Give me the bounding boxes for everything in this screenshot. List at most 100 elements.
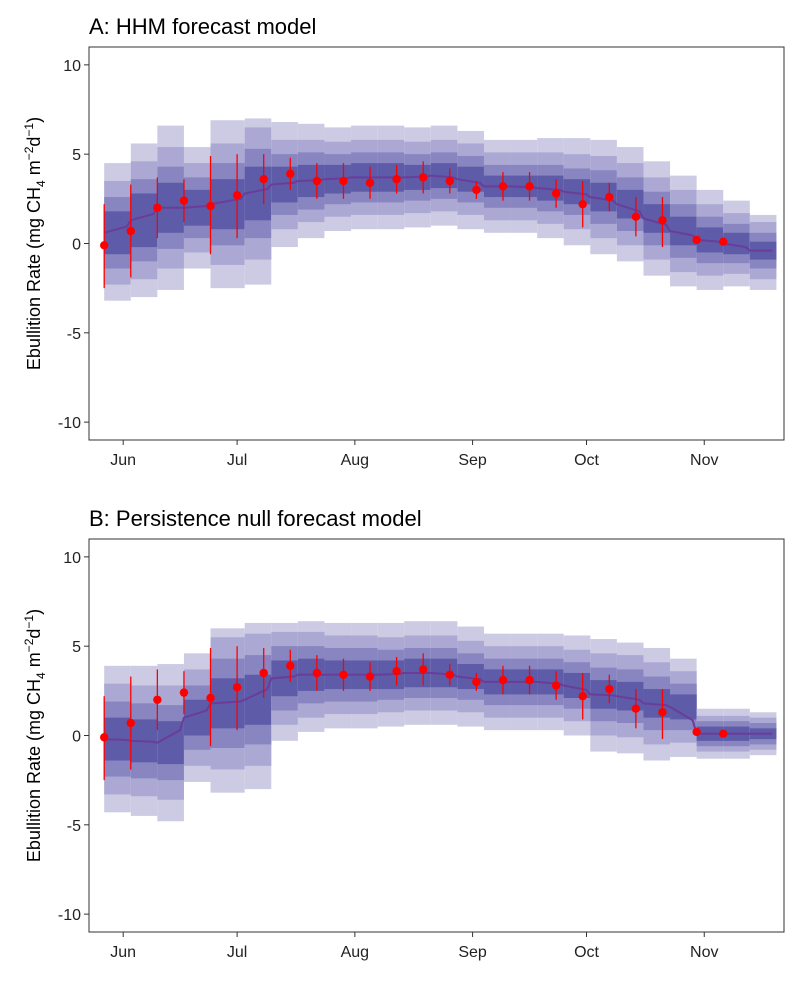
y-axis-title-part: 4 xyxy=(34,180,48,187)
observed-point xyxy=(339,176,348,186)
y-axis-title-part: d xyxy=(24,629,44,639)
observed-point xyxy=(179,688,189,697)
x-tick-label: Nov xyxy=(690,944,718,961)
observed-point xyxy=(498,182,508,191)
y-axis-title-part: d xyxy=(24,137,44,147)
y-tick-label: -10 xyxy=(58,415,81,432)
y-tick-label: 5 xyxy=(72,147,81,164)
forecast-interval-band xyxy=(616,189,644,219)
observed-point xyxy=(472,677,481,687)
y-axis-title-part: m xyxy=(24,652,44,672)
forecast-band-group xyxy=(749,214,777,290)
x-tick-label: Jun xyxy=(110,944,136,961)
observed-point xyxy=(126,226,135,236)
y-tick-label: 0 xyxy=(72,729,81,746)
observed-point xyxy=(286,169,295,179)
panel-a-title: A: HHM forecast model xyxy=(89,14,316,39)
observed-point xyxy=(392,174,401,184)
observed-point xyxy=(631,704,641,713)
forecast-band-group xyxy=(616,147,644,262)
observed-point xyxy=(179,196,189,205)
forecast-band-group xyxy=(643,161,671,276)
observed-point xyxy=(525,182,534,191)
observed-point xyxy=(286,661,295,671)
y-axis-title: Ebullition Rate (mg CH4 m−2d−1) xyxy=(22,609,48,862)
observed-point xyxy=(312,176,322,186)
y-tick-label: 10 xyxy=(63,550,81,567)
observed-point xyxy=(719,729,728,738)
y-axis-title-part: ) xyxy=(24,117,44,123)
y-axis-title-part: 4 xyxy=(34,672,48,679)
forecast-band-group xyxy=(244,622,272,790)
plot-area xyxy=(99,621,777,822)
observed-point xyxy=(419,173,428,182)
y-tick-label: -10 xyxy=(58,907,81,924)
forecast-interval-band xyxy=(183,699,211,736)
observed-point xyxy=(365,672,375,681)
observed-point xyxy=(419,665,428,674)
observed-point xyxy=(498,675,508,685)
y-axis-title-part: m xyxy=(24,160,44,180)
x-tick-label: Nov xyxy=(690,452,718,469)
forecast-interval-band xyxy=(723,232,750,255)
forecast-interval-band xyxy=(104,211,131,255)
y-tick-label: 0 xyxy=(72,237,81,254)
observed-point xyxy=(259,174,268,184)
y-tick-label: -5 xyxy=(67,818,81,835)
observed-point xyxy=(692,235,701,245)
forecast-band-group xyxy=(244,118,272,285)
y-axis-title-part: Ebullition Rate (mg CH xyxy=(24,679,44,862)
y-tick-label: -5 xyxy=(67,326,81,343)
observed-point xyxy=(232,683,242,692)
observed-point xyxy=(658,216,667,225)
observed-point xyxy=(472,185,481,195)
forecast-interval-band xyxy=(130,193,158,248)
y-axis-title-part: −2 xyxy=(22,638,36,652)
y-axis-title-part: −1 xyxy=(22,615,36,629)
forecast-band-group xyxy=(457,130,484,230)
observed-point xyxy=(551,189,561,198)
forecast-band-group xyxy=(210,628,245,793)
forecast-interval-band xyxy=(244,674,272,725)
forecast-band-group xyxy=(210,120,245,289)
forecast-band-group xyxy=(271,622,298,741)
x-tick-label: Sep xyxy=(458,452,487,469)
x-tick-label: Oct xyxy=(574,944,599,961)
x-tick-label: Jul xyxy=(227,452,247,469)
observed-point xyxy=(605,192,614,202)
forecast-band-group xyxy=(183,653,211,782)
observed-point xyxy=(99,241,109,250)
x-tick-label: Sep xyxy=(458,944,487,961)
observed-point xyxy=(525,675,534,685)
plot-area xyxy=(99,118,777,301)
observed-point xyxy=(658,708,667,717)
forecast-band-group xyxy=(723,200,750,287)
observed-point xyxy=(259,668,268,678)
forecast-band-group xyxy=(297,621,325,732)
observed-point xyxy=(445,176,454,186)
y-axis-title: Ebullition Rate (mg CH4 m−2d−1) xyxy=(22,117,48,370)
observed-point xyxy=(153,203,162,212)
observed-point xyxy=(126,718,135,728)
x-tick-label: Jun xyxy=(110,452,136,469)
forecast-band-group xyxy=(130,143,158,298)
observed-point xyxy=(445,670,454,679)
x-tick-label: Oct xyxy=(574,452,599,469)
panel-a: A: HHM forecast model -10 -5 0 5 10 Jun Jul Aug… xyxy=(22,14,785,469)
forecast-band-group xyxy=(616,642,644,754)
observed-point xyxy=(605,684,614,694)
x-tick-label: Aug xyxy=(341,944,369,961)
x-tick-label: Aug xyxy=(341,452,369,469)
y-axis-title-part: Ebullition Rate (mg CH xyxy=(24,187,44,370)
observed-point xyxy=(392,666,401,676)
y-axis-title-part: ) xyxy=(24,609,44,615)
observed-point xyxy=(578,200,587,209)
observed-point xyxy=(153,695,162,704)
y-tick-label: 10 xyxy=(63,58,81,75)
forecast-band-group xyxy=(104,163,131,301)
observed-point xyxy=(339,670,348,679)
observed-point xyxy=(631,212,641,221)
y-axis-title-part: −2 xyxy=(22,146,36,160)
observed-point xyxy=(206,201,215,211)
